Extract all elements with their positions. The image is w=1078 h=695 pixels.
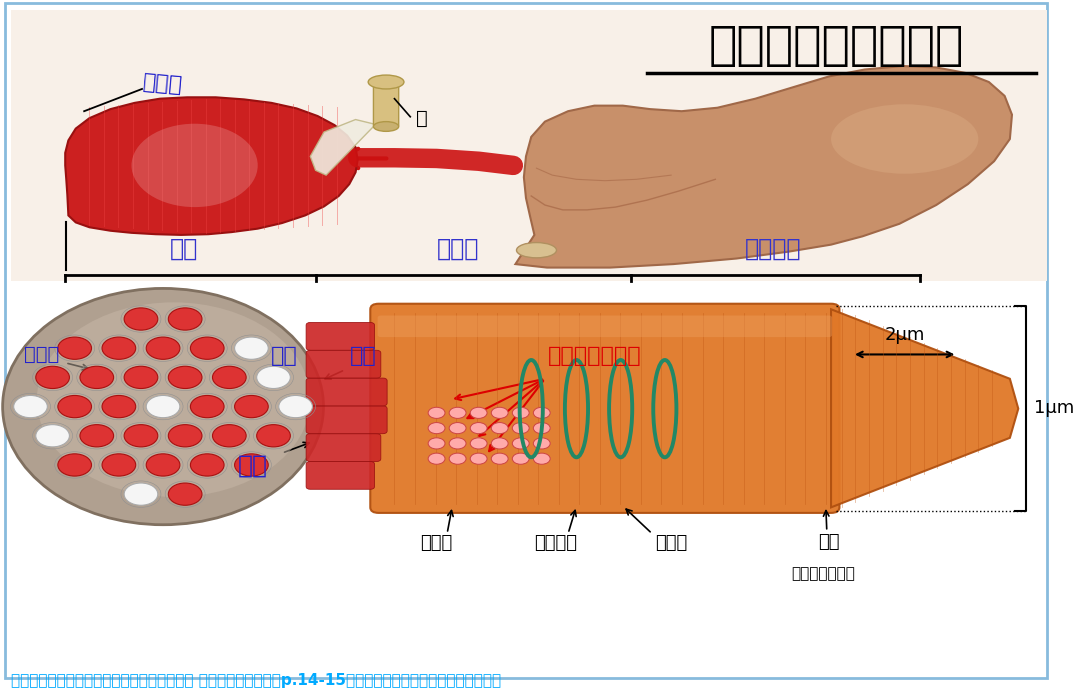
Circle shape: [428, 453, 445, 464]
Circle shape: [14, 395, 47, 418]
Circle shape: [168, 425, 202, 447]
Polygon shape: [831, 309, 1019, 507]
Circle shape: [470, 407, 487, 418]
Circle shape: [124, 366, 157, 389]
FancyBboxPatch shape: [306, 378, 387, 406]
Text: （サルコメア）: （サルコメア）: [791, 566, 856, 581]
Circle shape: [36, 366, 69, 389]
Text: 筋周膜: 筋周膜: [25, 345, 59, 364]
Circle shape: [470, 423, 487, 434]
Circle shape: [212, 366, 246, 389]
Circle shape: [512, 438, 529, 449]
Text: 筋線維: 筋線維: [437, 236, 479, 261]
Polygon shape: [515, 66, 1012, 268]
Circle shape: [492, 438, 508, 449]
Circle shape: [279, 395, 313, 418]
Text: 横細管: 横細管: [655, 534, 688, 553]
FancyBboxPatch shape: [306, 350, 381, 378]
Circle shape: [512, 453, 529, 464]
Circle shape: [36, 425, 69, 447]
Circle shape: [428, 407, 445, 418]
Text: ミトコンドリア: ミトコンドリア: [548, 346, 641, 366]
Circle shape: [235, 395, 268, 418]
Text: 筋内膜: 筋内膜: [420, 534, 453, 553]
Circle shape: [147, 395, 180, 418]
Circle shape: [191, 337, 224, 359]
Circle shape: [102, 454, 136, 476]
Ellipse shape: [516, 243, 556, 258]
Ellipse shape: [369, 75, 404, 89]
Circle shape: [102, 337, 136, 359]
Circle shape: [58, 395, 92, 418]
Text: 筋小胞体: 筋小胞体: [534, 534, 577, 553]
Circle shape: [534, 438, 550, 449]
Circle shape: [168, 308, 202, 330]
Ellipse shape: [37, 302, 310, 497]
Text: 骨格筋: 骨格筋: [142, 72, 184, 95]
Circle shape: [124, 425, 157, 447]
Circle shape: [428, 438, 445, 449]
Circle shape: [235, 454, 268, 476]
Text: 筋束: 筋束: [170, 236, 198, 261]
Ellipse shape: [2, 288, 323, 525]
FancyBboxPatch shape: [306, 406, 387, 434]
FancyBboxPatch shape: [306, 434, 381, 461]
Text: 赤筋: 赤筋: [237, 454, 267, 477]
Text: 血管: 血管: [271, 346, 298, 366]
Circle shape: [470, 438, 487, 449]
Text: 骨格筋の構造を知る: 骨格筋の構造を知る: [708, 24, 964, 70]
Circle shape: [147, 454, 180, 476]
FancyBboxPatch shape: [11, 10, 1047, 281]
Text: 筋原線維: 筋原線維: [745, 236, 801, 261]
Circle shape: [450, 438, 466, 449]
Text: 1μm: 1μm: [1034, 399, 1075, 417]
Circle shape: [450, 407, 466, 418]
Circle shape: [212, 425, 246, 447]
Circle shape: [534, 407, 550, 418]
Circle shape: [235, 337, 268, 359]
Circle shape: [512, 407, 529, 418]
Ellipse shape: [373, 122, 399, 131]
Circle shape: [102, 395, 136, 418]
Text: 出典：プロが教える筋肉のしくみ・はたらき パーフェクト事典　p.14-15の図を参照して、著者まねき猫が作成: 出典：プロが教える筋肉のしくみ・はたらき パーフェクト事典 p.14-15の図を…: [11, 673, 500, 688]
Circle shape: [124, 483, 157, 505]
Text: 2μm: 2μm: [884, 326, 925, 344]
Circle shape: [450, 453, 466, 464]
Circle shape: [257, 366, 290, 389]
Circle shape: [58, 337, 92, 359]
FancyBboxPatch shape: [370, 304, 840, 513]
Circle shape: [168, 483, 202, 505]
Circle shape: [534, 423, 550, 434]
Text: 白筋: 白筋: [349, 346, 376, 366]
Circle shape: [58, 454, 92, 476]
Circle shape: [168, 366, 202, 389]
Circle shape: [428, 423, 445, 434]
Circle shape: [492, 407, 508, 418]
FancyBboxPatch shape: [377, 316, 832, 337]
Circle shape: [450, 423, 466, 434]
Circle shape: [534, 453, 550, 464]
Circle shape: [147, 337, 180, 359]
FancyBboxPatch shape: [306, 322, 374, 350]
Circle shape: [470, 453, 487, 464]
Polygon shape: [310, 120, 375, 175]
Polygon shape: [66, 97, 358, 235]
Circle shape: [492, 453, 508, 464]
Circle shape: [124, 308, 157, 330]
FancyBboxPatch shape: [306, 461, 374, 489]
Text: 腱: 腱: [415, 108, 427, 128]
Circle shape: [80, 366, 113, 389]
Ellipse shape: [132, 124, 258, 207]
Ellipse shape: [831, 104, 979, 174]
Circle shape: [80, 425, 113, 447]
Circle shape: [191, 454, 224, 476]
Circle shape: [512, 423, 529, 434]
Circle shape: [257, 425, 290, 447]
Circle shape: [492, 423, 508, 434]
FancyBboxPatch shape: [373, 85, 399, 127]
Circle shape: [191, 395, 224, 418]
Text: 筋節: 筋節: [818, 533, 840, 551]
